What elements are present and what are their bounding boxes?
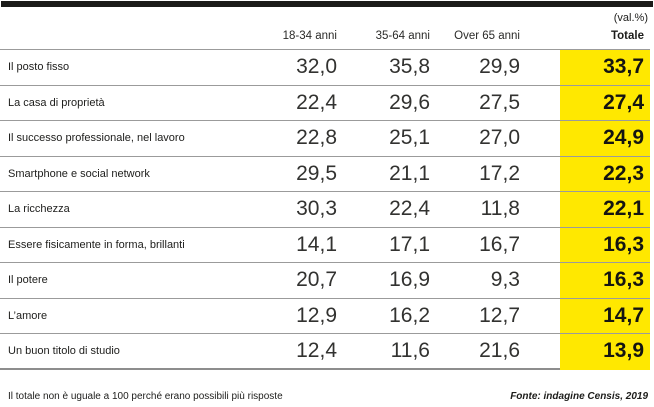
row-label: L’amore <box>0 298 257 334</box>
value-cell: 11,8 <box>430 191 520 228</box>
value-cell: 29,6 <box>337 85 430 121</box>
source-note: Fonte: indagine Censis, 2019 <box>510 391 648 402</box>
table-row: La casa di proprietà 22,4 29,6 27,5 27,4 <box>0 85 650 121</box>
column-header-35-64: 35-64 anni <box>337 30 430 50</box>
column-header-totale: Totale <box>560 30 650 50</box>
table-row: La ricchezza 30,3 22,4 11,8 22,1 <box>0 191 650 228</box>
footnote: Il totale non è uguale a 100 perché eran… <box>8 391 283 402</box>
column-header-over-65: Over 65 anni <box>430 30 520 50</box>
total-value-cell: 22,1 <box>560 191 650 228</box>
row-label: La ricchezza <box>0 191 257 228</box>
row-label: Il successo professionale, nel lavoro <box>0 120 257 157</box>
value-cell: 29,9 <box>430 49 520 86</box>
spacer-cell <box>520 262 560 299</box>
table-row: Smartphone e social network 29,5 21,1 17… <box>0 156 650 192</box>
value-cell: 16,9 <box>337 262 430 299</box>
value-cell: 32,0 <box>257 49 337 86</box>
value-cell: 22,4 <box>337 191 430 228</box>
spacer-cell <box>520 191 560 228</box>
total-value-cell: 33,7 <box>560 49 650 86</box>
value-cell: 21,6 <box>430 333 520 370</box>
spacer-cell <box>520 333 560 370</box>
table-row: Il potere 20,7 16,9 9,3 16,3 <box>0 262 650 299</box>
total-value-cell: 27,4 <box>560 85 650 121</box>
total-value-cell: 16,3 <box>560 262 650 299</box>
table-row: Il successo professionale, nel lavoro 22… <box>0 120 650 157</box>
value-cell: 27,5 <box>430 85 520 121</box>
value-cell: 25,1 <box>337 120 430 157</box>
value-cell: 27,0 <box>430 120 520 157</box>
value-cell: 14,1 <box>257 227 337 263</box>
value-cell: 12,4 <box>257 333 337 370</box>
unit-label: (val.%) <box>613 12 648 24</box>
spacer-cell <box>520 49 560 86</box>
figure-footer: Il totale non è uguale a 100 perché eran… <box>8 391 648 402</box>
value-cell: 16,2 <box>337 298 430 334</box>
spacer-cell <box>520 120 560 157</box>
spacer-cell <box>520 298 560 334</box>
value-cell: 17,2 <box>430 156 520 192</box>
value-cell: 22,4 <box>257 85 337 121</box>
spacer-cell <box>520 156 560 192</box>
value-cell: 12,9 <box>257 298 337 334</box>
total-value-cell: 13,9 <box>560 333 650 370</box>
value-cell: 35,8 <box>337 49 430 86</box>
value-cell: 29,5 <box>257 156 337 192</box>
value-cell: 11,6 <box>337 333 430 370</box>
value-cell: 17,1 <box>337 227 430 263</box>
value-cell: 9,3 <box>430 262 520 299</box>
column-header-18-34: 18-34 anni <box>257 30 337 50</box>
row-label: Essere fisicamente in forma, brillanti <box>0 227 257 263</box>
row-label-header <box>0 30 257 50</box>
spacer-cell <box>520 227 560 263</box>
row-label: La casa di proprietà <box>0 85 257 121</box>
row-label: Un buon titolo di studio <box>0 333 257 370</box>
value-cell: 20,7 <box>257 262 337 299</box>
values-table: 18-34 anni 35-64 anni Over 65 anni Total… <box>0 30 650 370</box>
table-row: Il posto fisso 32,0 35,8 29,9 33,7 <box>0 49 650 86</box>
value-cell: 21,1 <box>337 156 430 192</box>
row-label: Smartphone e social network <box>0 156 257 192</box>
header-row: 18-34 anni 35-64 anni Over 65 anni Total… <box>0 30 650 50</box>
total-value-cell: 16,3 <box>560 227 650 263</box>
total-value-cell: 24,9 <box>560 120 650 157</box>
value-cell: 12,7 <box>430 298 520 334</box>
total-value-cell: 14,7 <box>560 298 650 334</box>
table-row: L’amore 12,9 16,2 12,7 14,7 <box>0 298 650 334</box>
row-label: Il potere <box>0 262 257 299</box>
total-value-cell: 22,3 <box>560 156 650 192</box>
value-cell: 22,8 <box>257 120 337 157</box>
table-row: Un buon titolo di studio 12,4 11,6 21,6 … <box>0 333 650 370</box>
top-rule <box>1 1 653 7</box>
spacer-cell <box>520 85 560 121</box>
value-cell: 30,3 <box>257 191 337 228</box>
spacer-cell <box>520 30 560 50</box>
value-cell: 16,7 <box>430 227 520 263</box>
row-label: Il posto fisso <box>0 49 257 86</box>
table-row: Essere fisicamente in forma, brillanti 1… <box>0 227 650 263</box>
